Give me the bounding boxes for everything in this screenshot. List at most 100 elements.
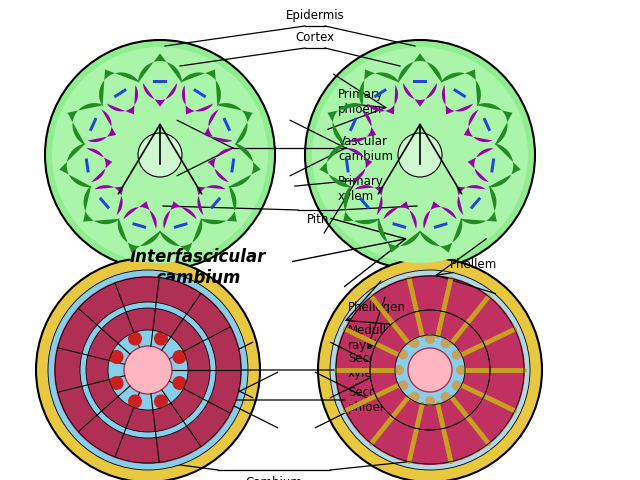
Polygon shape bbox=[159, 218, 202, 252]
Circle shape bbox=[138, 133, 182, 177]
Text: Primary
xylem: Primary xylem bbox=[338, 175, 384, 203]
Polygon shape bbox=[442, 85, 473, 114]
Polygon shape bbox=[223, 118, 231, 132]
Polygon shape bbox=[378, 218, 421, 252]
Polygon shape bbox=[488, 144, 521, 187]
Polygon shape bbox=[423, 201, 456, 229]
Polygon shape bbox=[143, 83, 177, 107]
Circle shape bbox=[128, 395, 142, 408]
Text: Primary
phloem: Primary phloem bbox=[338, 88, 384, 116]
Polygon shape bbox=[230, 158, 236, 173]
Polygon shape bbox=[200, 186, 237, 224]
Polygon shape bbox=[204, 109, 232, 142]
Text: Cortex: Cortex bbox=[296, 31, 335, 44]
Polygon shape bbox=[113, 88, 127, 98]
Polygon shape bbox=[346, 148, 372, 182]
Circle shape bbox=[108, 330, 188, 410]
Circle shape bbox=[109, 376, 124, 390]
Polygon shape bbox=[468, 148, 493, 182]
Circle shape bbox=[440, 392, 451, 402]
Polygon shape bbox=[367, 85, 398, 114]
Polygon shape bbox=[456, 185, 486, 215]
Polygon shape bbox=[208, 148, 234, 182]
Circle shape bbox=[172, 376, 186, 390]
Circle shape bbox=[52, 47, 268, 263]
Polygon shape bbox=[359, 70, 399, 107]
Polygon shape bbox=[453, 88, 467, 98]
Text: Epidermis: Epidermis bbox=[285, 9, 344, 22]
Polygon shape bbox=[403, 83, 437, 107]
Circle shape bbox=[335, 275, 525, 465]
Text: Phellogen: Phellogen bbox=[346, 281, 406, 325]
Text: Secondary
phloem: Secondary phloem bbox=[348, 386, 410, 414]
Circle shape bbox=[410, 392, 419, 402]
Circle shape bbox=[425, 334, 435, 344]
Text: Interfascicular
cambium: Interfascicular cambium bbox=[130, 248, 266, 287]
Polygon shape bbox=[138, 53, 182, 83]
Text: Vascular
cambium: Vascular cambium bbox=[338, 135, 393, 163]
Polygon shape bbox=[374, 88, 387, 98]
Polygon shape bbox=[343, 186, 380, 224]
Circle shape bbox=[398, 381, 408, 391]
Circle shape bbox=[395, 335, 465, 405]
Text: Secondary
xylem: Secondary xylem bbox=[348, 352, 410, 380]
Text: Phellem: Phellem bbox=[450, 257, 497, 271]
Polygon shape bbox=[464, 109, 493, 142]
Polygon shape bbox=[349, 118, 357, 132]
Polygon shape bbox=[433, 222, 448, 229]
Polygon shape bbox=[345, 158, 349, 173]
Polygon shape bbox=[413, 80, 427, 83]
Polygon shape bbox=[440, 70, 481, 107]
Circle shape bbox=[48, 270, 248, 470]
Polygon shape bbox=[196, 185, 225, 215]
Circle shape bbox=[452, 381, 462, 391]
Polygon shape bbox=[193, 88, 207, 98]
Polygon shape bbox=[180, 70, 221, 107]
Circle shape bbox=[36, 258, 260, 480]
Circle shape bbox=[124, 346, 172, 394]
Polygon shape bbox=[124, 201, 157, 229]
Circle shape bbox=[398, 349, 408, 360]
Polygon shape bbox=[383, 201, 417, 229]
Circle shape bbox=[440, 338, 451, 348]
Circle shape bbox=[394, 365, 404, 375]
Circle shape bbox=[370, 310, 490, 430]
Circle shape bbox=[398, 133, 442, 177]
Polygon shape bbox=[398, 53, 442, 83]
Polygon shape bbox=[328, 103, 364, 145]
Polygon shape bbox=[86, 148, 112, 182]
Polygon shape bbox=[67, 103, 104, 145]
Circle shape bbox=[80, 302, 216, 438]
Polygon shape bbox=[483, 118, 491, 132]
Polygon shape bbox=[95, 185, 124, 215]
Polygon shape bbox=[99, 197, 110, 209]
Polygon shape bbox=[83, 186, 120, 224]
Polygon shape bbox=[153, 80, 167, 83]
Polygon shape bbox=[392, 222, 406, 229]
Polygon shape bbox=[89, 118, 97, 132]
Text: Cambium
ring: Cambium ring bbox=[246, 476, 303, 480]
Polygon shape bbox=[182, 85, 213, 114]
Polygon shape bbox=[132, 222, 147, 229]
Polygon shape bbox=[355, 185, 383, 215]
Polygon shape bbox=[107, 85, 138, 114]
Polygon shape bbox=[476, 103, 513, 145]
Circle shape bbox=[45, 40, 275, 270]
Polygon shape bbox=[216, 103, 253, 145]
Polygon shape bbox=[228, 144, 260, 187]
Circle shape bbox=[318, 258, 542, 480]
Polygon shape bbox=[84, 158, 90, 173]
Circle shape bbox=[305, 40, 535, 270]
Text: Medullary
rays: Medullary rays bbox=[348, 297, 418, 352]
Polygon shape bbox=[470, 197, 481, 209]
Polygon shape bbox=[419, 218, 462, 252]
Polygon shape bbox=[173, 222, 188, 229]
Circle shape bbox=[410, 338, 419, 348]
Circle shape bbox=[408, 348, 452, 392]
Circle shape bbox=[312, 47, 528, 263]
Circle shape bbox=[154, 332, 168, 346]
Polygon shape bbox=[348, 109, 376, 142]
Polygon shape bbox=[118, 218, 161, 252]
Polygon shape bbox=[460, 186, 497, 224]
Circle shape bbox=[154, 395, 168, 408]
